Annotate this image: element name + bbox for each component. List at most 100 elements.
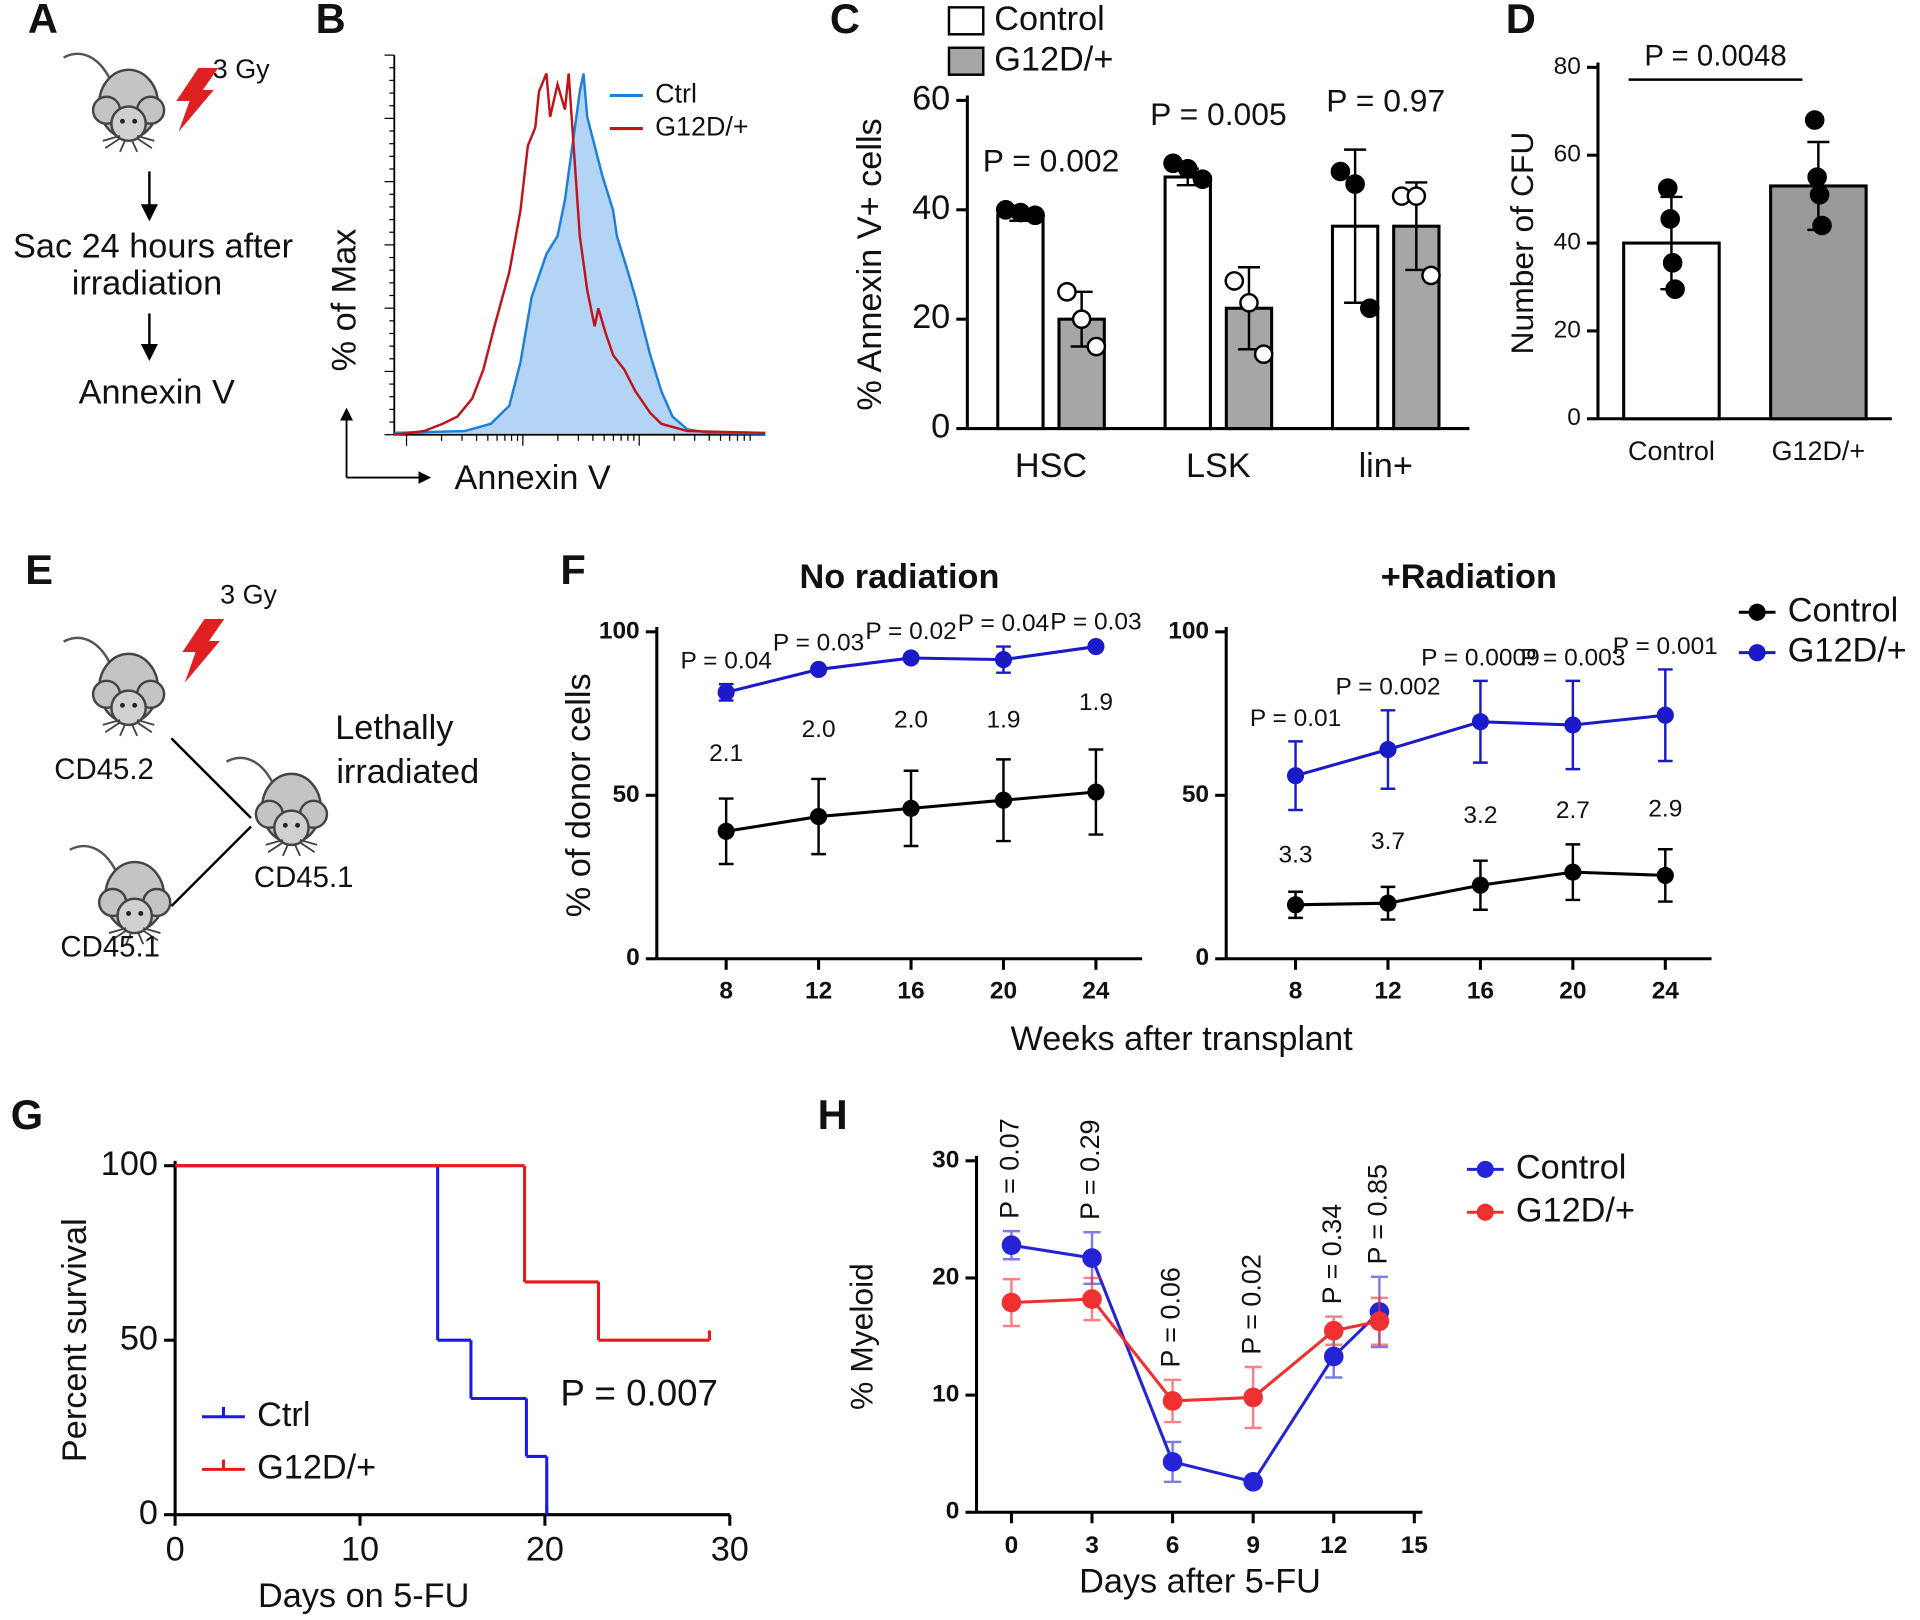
p-value-label: P = 0.06 bbox=[1156, 1267, 1186, 1368]
data-point bbox=[1286, 767, 1305, 785]
data-point bbox=[1071, 309, 1092, 329]
data-point bbox=[1162, 1391, 1183, 1411]
data-point bbox=[1057, 282, 1077, 302]
radiation-icon bbox=[182, 618, 225, 683]
step-label: irradiation bbox=[72, 264, 222, 302]
ratio-label: 1.9 bbox=[986, 706, 1020, 733]
panel-label: D bbox=[1506, 0, 1536, 42]
data-point bbox=[1162, 1452, 1183, 1472]
x-tick-label: 0 bbox=[1005, 1532, 1019, 1559]
data-point bbox=[1656, 706, 1674, 724]
donor-label: CD45.2 bbox=[54, 753, 154, 786]
bar bbox=[996, 213, 1045, 431]
x-tick-label: lin+ bbox=[1359, 447, 1413, 485]
y-tick-label: 60 bbox=[1554, 141, 1581, 168]
y-tick-label: 0 bbox=[946, 1498, 960, 1525]
y-axis-label: Number of CFU bbox=[1504, 132, 1540, 355]
p-value-label: P = 0.01 bbox=[1250, 705, 1341, 732]
x-axis-label: Days on 5-FU bbox=[258, 1577, 469, 1615]
y-tick-label: 40 bbox=[1554, 229, 1581, 256]
data-point bbox=[1564, 863, 1582, 881]
p-value-label: P = 0.005 bbox=[1150, 96, 1287, 132]
y-tick-label: 80 bbox=[1554, 53, 1581, 80]
x-tick-label: 24 bbox=[1652, 977, 1680, 1004]
connector bbox=[170, 737, 252, 819]
data-point bbox=[1656, 866, 1674, 884]
y-axis-label: % Myeloid bbox=[843, 1263, 879, 1410]
y-tick-label: 60 bbox=[912, 79, 950, 117]
p-value-label: P = 0.04 bbox=[958, 610, 1049, 637]
legend-label: Ctrl bbox=[257, 1396, 310, 1434]
p-value-label: P = 0.02 bbox=[1236, 1254, 1266, 1355]
data-point bbox=[1804, 110, 1825, 130]
legend-label: Control bbox=[1516, 1148, 1626, 1186]
p-value-label: P = 0.85 bbox=[1363, 1164, 1393, 1265]
p-value-label: P = 0.002 bbox=[1335, 674, 1440, 701]
data-point bbox=[1665, 279, 1685, 299]
panel-label: E bbox=[25, 546, 53, 593]
y-tick-label: 100 bbox=[599, 617, 640, 644]
data-point bbox=[1406, 186, 1427, 206]
connector bbox=[170, 825, 252, 907]
y-tick-label: 0 bbox=[1567, 404, 1581, 431]
data-point bbox=[1660, 209, 1680, 229]
panel-label: B bbox=[316, 0, 346, 42]
x-tick-label: 24 bbox=[1082, 977, 1110, 1004]
bar bbox=[1163, 175, 1212, 431]
data-point bbox=[994, 791, 1013, 809]
y-tick-label: 0 bbox=[626, 944, 640, 971]
x-tick-label: 20 bbox=[1559, 977, 1586, 1004]
y-tick-label: 20 bbox=[932, 1263, 959, 1290]
p-value-label: P = 0.003 bbox=[1520, 644, 1625, 671]
x-tick-label: Control bbox=[1628, 436, 1715, 466]
ratio-label: 3.2 bbox=[1463, 802, 1497, 829]
p-value-label: P = 0.0048 bbox=[1644, 39, 1786, 72]
y-tick-label: 50 bbox=[1182, 781, 1209, 808]
recipient-label: Lethally bbox=[335, 709, 454, 747]
ratio-label: 2.9 bbox=[1648, 795, 1682, 822]
data-point bbox=[1330, 161, 1351, 182]
data-point bbox=[1369, 1311, 1390, 1332]
data-point bbox=[1286, 896, 1305, 914]
ratio-label: 3.7 bbox=[1371, 828, 1405, 855]
y-tick-label: 0 bbox=[1195, 944, 1209, 971]
chart-title: +Radiation bbox=[1381, 558, 1557, 596]
data-point bbox=[1087, 637, 1105, 656]
x-tick-label: 16 bbox=[897, 977, 924, 1004]
y-tick-label: 100 bbox=[101, 1145, 158, 1183]
y-tick-label: 0 bbox=[139, 1494, 158, 1532]
x-tick-label: 6 bbox=[1166, 1532, 1180, 1559]
ratio-label: 2.1 bbox=[709, 740, 743, 767]
p-value-label: P = 0.002 bbox=[983, 143, 1120, 179]
y-tick-label: 20 bbox=[912, 298, 950, 336]
x-tick-label: 8 bbox=[1289, 977, 1303, 1004]
dose-label: 3 Gy bbox=[213, 54, 270, 84]
step-label: Annexin V bbox=[79, 373, 235, 411]
x-tick-label: 12 bbox=[805, 977, 832, 1004]
legend-label: Ctrl bbox=[655, 79, 697, 109]
data-point bbox=[1253, 344, 1274, 364]
p-value-label: P = 0.07 bbox=[995, 1118, 1025, 1219]
x-tick-label: 16 bbox=[1467, 977, 1494, 1004]
y-tick-label: 50 bbox=[612, 781, 639, 808]
data-point bbox=[1809, 184, 1830, 205]
dose-label: 3 Gy bbox=[220, 579, 277, 609]
series-line bbox=[1011, 1297, 1380, 1403]
data-point bbox=[1239, 292, 1259, 313]
p-value-label: P = 0.007 bbox=[560, 1373, 718, 1414]
p-value-label: P = 0.34 bbox=[1317, 1204, 1347, 1305]
legend-label: G12D/+ bbox=[655, 112, 749, 142]
p-value-label: P = 0.29 bbox=[1075, 1119, 1105, 1220]
chart-title: No radiation bbox=[800, 558, 1000, 596]
data-point bbox=[1812, 215, 1832, 236]
legend-label: G12D/+ bbox=[994, 40, 1113, 78]
ratio-label: 3.3 bbox=[1279, 841, 1313, 868]
data-point bbox=[1025, 205, 1045, 226]
data-point bbox=[717, 822, 735, 840]
y-tick-label: 0 bbox=[931, 408, 950, 446]
legend-label: G12D/+ bbox=[1788, 632, 1907, 670]
histogram-line bbox=[394, 73, 766, 436]
panel-label: F bbox=[560, 546, 585, 593]
x-tick-label: 20 bbox=[990, 977, 1017, 1004]
x-tick-label: 0 bbox=[166, 1530, 185, 1568]
